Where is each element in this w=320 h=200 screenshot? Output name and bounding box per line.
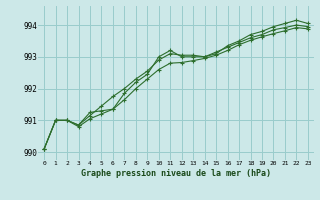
- X-axis label: Graphe pression niveau de la mer (hPa): Graphe pression niveau de la mer (hPa): [81, 169, 271, 178]
